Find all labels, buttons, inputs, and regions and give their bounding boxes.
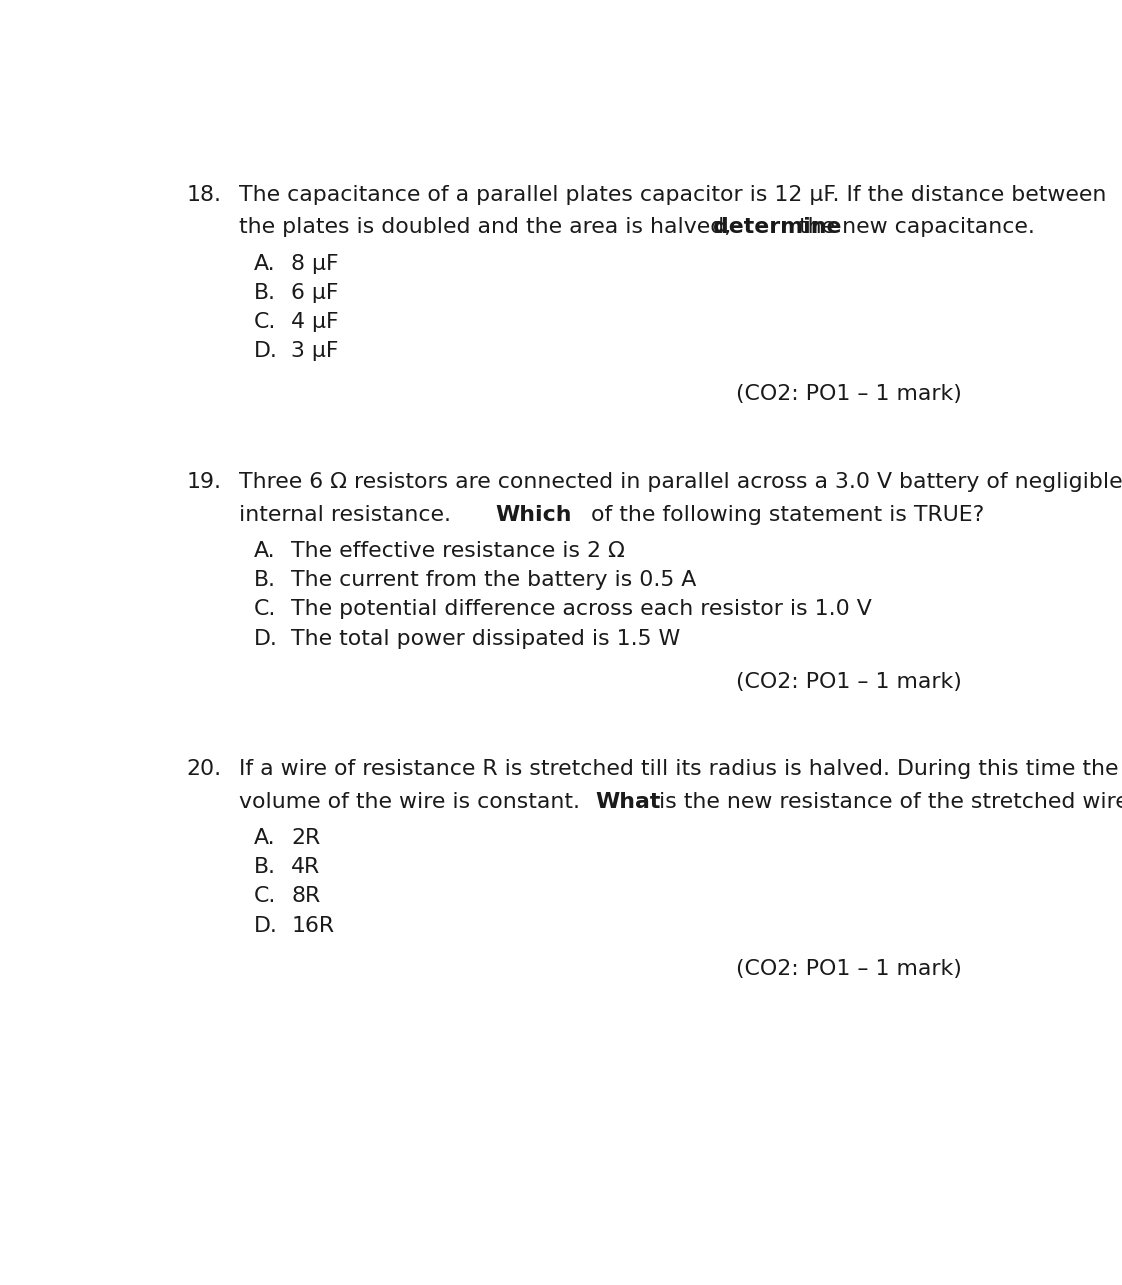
Text: B.: B.: [254, 857, 275, 878]
Text: internal resistance.: internal resistance.: [239, 505, 459, 524]
Text: (CO2: PO1 – 1 mark): (CO2: PO1 – 1 mark): [736, 384, 962, 405]
Text: determine: determine: [712, 217, 842, 238]
Text: D.: D.: [254, 628, 277, 649]
Text: Three 6 Ω resistors are connected in parallel across a 3.0 V battery of negligib: Three 6 Ω resistors are connected in par…: [239, 472, 1122, 492]
Text: is the new resistance of the stretched wire?: is the new resistance of the stretched w…: [653, 792, 1122, 812]
Text: The current from the battery is 0.5 A: The current from the battery is 0.5 A: [292, 571, 697, 590]
Text: A.: A.: [254, 253, 275, 274]
Text: Which: Which: [496, 505, 572, 524]
Text: 19.: 19.: [186, 472, 222, 492]
Text: 16R: 16R: [292, 916, 334, 935]
Text: the new capacitance.: the new capacitance.: [792, 217, 1036, 238]
Text: B.: B.: [254, 571, 275, 590]
Text: D.: D.: [254, 342, 277, 361]
Text: The potential difference across each resistor is 1.0 V: The potential difference across each res…: [292, 599, 872, 619]
Text: C.: C.: [254, 599, 276, 619]
Text: 2R: 2R: [292, 828, 321, 848]
Text: The capacitance of a parallel plates capacitor is 12 μF. If the distance between: The capacitance of a parallel plates cap…: [239, 185, 1106, 206]
Text: 4 μF: 4 μF: [292, 312, 339, 332]
Text: B.: B.: [254, 283, 275, 303]
Text: A.: A.: [254, 828, 275, 848]
Text: 3 μF: 3 μF: [292, 342, 339, 361]
Text: The total power dissipated is 1.5 W: The total power dissipated is 1.5 W: [292, 628, 681, 649]
Text: 8 μF: 8 μF: [292, 253, 339, 274]
Text: 20.: 20.: [186, 759, 222, 780]
Text: 18.: 18.: [186, 185, 222, 206]
Text: (CO2: PO1 – 1 mark): (CO2: PO1 – 1 mark): [736, 672, 962, 691]
Text: What: What: [596, 792, 661, 812]
Text: 6 μF: 6 μF: [292, 283, 339, 303]
Text: of the following statement is TRUE?: of the following statement is TRUE?: [583, 505, 984, 524]
Text: A.: A.: [254, 541, 275, 560]
Text: (CO2: PO1 – 1 mark): (CO2: PO1 – 1 mark): [736, 959, 962, 979]
Text: C.: C.: [254, 312, 276, 332]
Text: the plates is doubled and the area is halved,: the plates is doubled and the area is ha…: [239, 217, 738, 238]
Text: 8R: 8R: [292, 887, 321, 906]
Text: If a wire of resistance R is stretched till its radius is halved. During this ti: If a wire of resistance R is stretched t…: [239, 759, 1119, 780]
Text: volume of the wire is constant.: volume of the wire is constant.: [239, 792, 588, 812]
Text: 4R: 4R: [292, 857, 321, 878]
Text: D.: D.: [254, 916, 277, 935]
Text: The effective resistance is 2 Ω: The effective resistance is 2 Ω: [292, 541, 625, 560]
Text: C.: C.: [254, 887, 276, 906]
